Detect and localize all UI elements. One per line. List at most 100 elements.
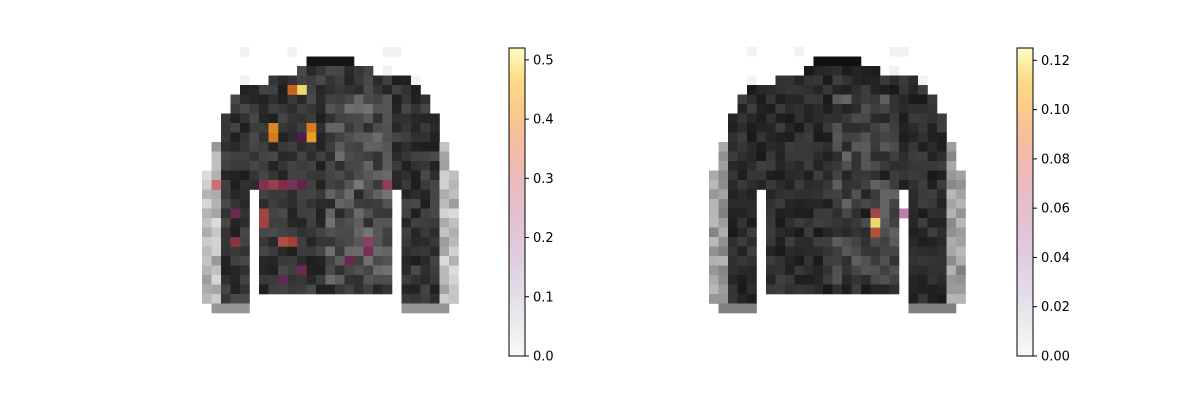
attribution-cell [297,265,307,276]
image-pixel [259,189,269,200]
image-pixel [937,275,947,285]
image-pixel [823,284,833,295]
image-pixel [344,208,355,219]
image-pixel [775,218,786,228]
image-pixel [411,275,421,285]
image-pixel [230,113,241,124]
image-pixel [804,170,814,181]
image-pixel [297,66,307,76]
image-pixel [880,161,890,171]
image-pixel [230,284,241,295]
image-pixel [297,208,307,219]
image-pixel [908,237,919,247]
image-pixel [927,142,938,152]
image-pixel [325,227,336,238]
image-pixel [278,75,288,86]
image-pixel [747,132,757,143]
image-pixel [946,151,957,162]
image-pixel [259,94,269,105]
image-pixel [268,142,279,152]
image-pixel [382,227,393,238]
image-pixel [823,227,833,238]
image-pixel [880,265,890,276]
image-pixel [880,208,890,219]
image-pixel [335,123,345,133]
image-pixel [297,199,307,209]
image-pixel [946,170,957,181]
image-pixel [240,199,250,209]
image-pixel [766,142,776,152]
image-pixel [851,246,862,257]
image-pixel [306,66,317,76]
image-pixel [259,104,269,114]
image-pixel [832,85,843,95]
image-pixel [918,237,928,247]
image-pixel [211,208,222,219]
image-pixel [842,85,852,95]
image-pixel [268,246,279,257]
image-pixel [382,123,393,133]
image-pixel [259,170,269,181]
image-pixel [899,151,909,162]
image-pixel [785,161,795,171]
image-pixel [430,227,440,238]
image-pixel [889,151,900,162]
image-pixel [363,161,374,171]
image-pixel [240,218,250,228]
image-pixel [785,142,795,152]
image-pixel [411,208,421,219]
image-pixel [268,256,279,266]
image-pixel [240,180,250,190]
attribution-cell [297,85,307,95]
image-pixel [851,256,862,266]
image-pixel [766,265,776,276]
image-pixel [823,237,833,247]
image-pixel [832,189,843,200]
image-pixel [946,189,957,200]
image-pixel [240,265,250,276]
image-pixel [297,227,307,238]
image-pixel [335,104,345,114]
image-pixel [718,142,729,152]
image-pixel [794,75,805,86]
image-pixel [373,208,383,219]
image-pixel [728,189,738,200]
image-pixel [851,151,862,162]
image-pixel [908,265,919,276]
image-pixel [259,132,269,143]
image-pixel [363,66,374,76]
image-pixel [306,218,317,228]
image-pixel [785,237,795,247]
image-pixel [747,47,757,57]
image-pixel [354,161,364,171]
image-pixel [889,132,900,143]
image-pixel [766,237,776,247]
image-pixel [325,180,336,190]
image-pixel [363,151,374,162]
image-pixel [766,284,776,295]
image-pixel [240,275,250,285]
image-pixel [709,284,719,295]
image-pixel [823,199,833,209]
image-pixel [325,75,336,86]
image-pixel [832,218,843,228]
image-pixel [889,66,899,76]
image-pixel [908,199,919,209]
image-pixel [449,237,459,247]
image-pixel [889,218,900,228]
attribution-cell [344,256,355,266]
image-pixel [211,303,222,314]
image-pixel [813,132,824,143]
image-pixel [794,161,805,171]
image-pixel [221,265,231,276]
image-pixel [411,218,421,228]
image-pixel [747,161,757,171]
colorbar-right: 0.00 0.02 0.04 0.06 0.08 0.10 0.12 [1016,47,1070,365]
image-pixel [804,94,814,105]
image-pixel [420,199,431,209]
image-pixel [927,265,938,276]
image-pixel [775,284,786,295]
image-pixel [373,142,383,152]
colorbar-tick-label: 0.0 [533,350,554,365]
image-pixel [918,113,928,124]
